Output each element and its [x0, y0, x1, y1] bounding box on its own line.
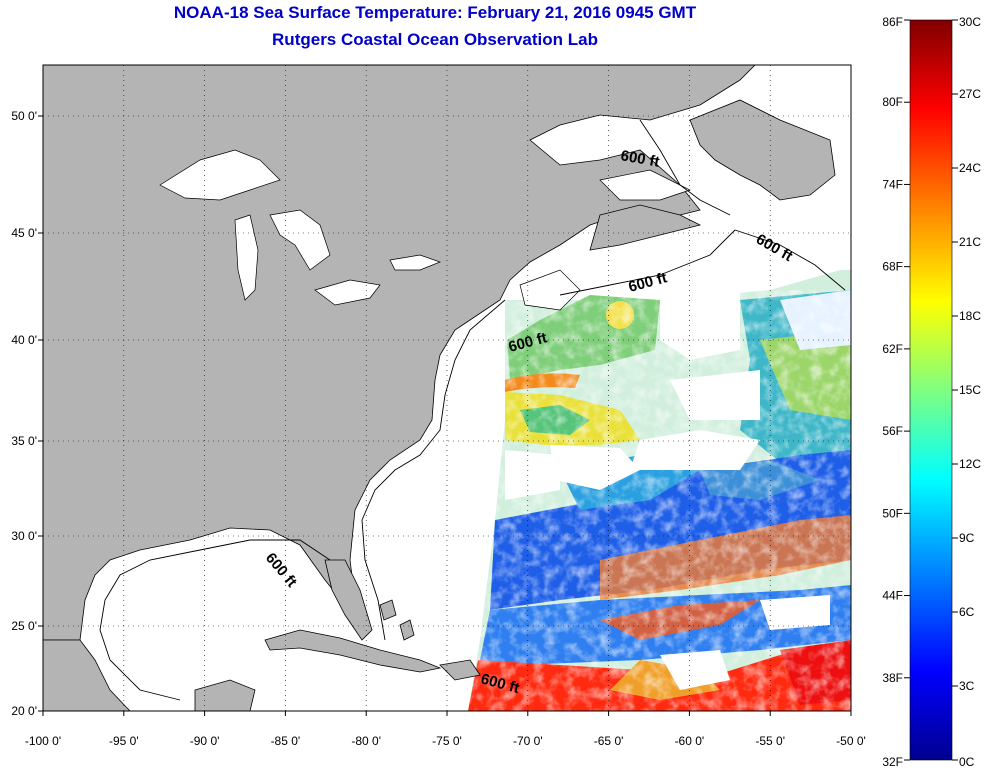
isobath-600ft — [99, 119, 846, 701]
colorbar-f-label: 38F — [882, 671, 903, 685]
lat-tick-label: 40 0' — [11, 333, 37, 347]
lon-tick-label: -60 0' — [675, 734, 705, 748]
lon-tick-label: -75 0' — [432, 734, 462, 748]
colorbar-c-label: 9C — [959, 531, 975, 545]
latitude-axis: 50 0' 45 0' 40 0' 35 0' 30 0' 25 0' 20 0' — [11, 109, 43, 718]
colorbar — [909, 19, 953, 761]
colorbar-f-label: 86F — [882, 15, 903, 29]
lon-tick-label: -100 0' — [25, 734, 61, 748]
lon-tick-label: -55 0' — [755, 734, 785, 748]
lon-tick-label: -70 0' — [513, 734, 543, 748]
lon-tick-label: -85 0' — [271, 734, 301, 748]
isobath-label: 600 ft — [619, 147, 661, 171]
lat-tick-label: 50 0' — [11, 109, 37, 123]
colorbar-f-label: 80F — [882, 95, 903, 109]
lat-tick-label: 25 0' — [11, 619, 37, 633]
colorbar-c-label: 0C — [959, 755, 975, 769]
colorbar-c-label: 21C — [959, 235, 981, 249]
cloud-speckle — [468, 290, 851, 711]
lat-tick-label: 45 0' — [11, 226, 37, 240]
colorbar-celsius-labels: 30C 27C 24C 21C 18C 15C 12C 9C 6C 3C 0C — [952, 15, 981, 769]
colorbar-f-label: 44F — [882, 589, 903, 603]
colorbar-f-label: 74F — [882, 177, 903, 191]
colorbar-f-label: 68F — [882, 260, 903, 274]
lat-tick-label: 35 0' — [11, 434, 37, 448]
lon-tick-label: -50 0' — [836, 734, 866, 748]
colorbar-c-label: 24C — [959, 161, 981, 175]
lon-tick-label: -90 0' — [190, 734, 220, 748]
colorbar-c-label: 18C — [959, 309, 981, 323]
colorbar-f-label: 50F — [882, 506, 903, 520]
colorbar-f-label: 56F — [882, 424, 903, 438]
colorbar-f-label: 62F — [882, 342, 903, 356]
colorbar-c-label: 30C — [959, 15, 981, 29]
map-subtitle: Rutgers Coastal Ocean Observation Lab — [272, 30, 598, 49]
colorbar-c-label: 15C — [959, 383, 981, 397]
colorbar-c-label: 27C — [959, 87, 981, 101]
map-title: NOAA-18 Sea Surface Temperature: Februar… — [173, 3, 697, 22]
lat-tick-label: 20 0' — [11, 704, 37, 718]
lon-tick-label: -65 0' — [594, 734, 624, 748]
colorbar-c-label: 12C — [959, 457, 981, 471]
colorbar-f-label: 32F — [882, 755, 903, 769]
land — [43, 65, 836, 711]
colorbar-c-label: 3C — [959, 679, 975, 693]
colorbar-c-label: 6C — [959, 605, 975, 619]
lat-tick-label: 30 0' — [11, 529, 37, 543]
lon-tick-label: -95 0' — [109, 734, 139, 748]
lon-tick-label: -80 0' — [351, 734, 381, 748]
longitude-axis: -100 0' -95 0' -90 0' -85 0' -80 0' -75 0' -70… — [25, 711, 866, 748]
colorbar-fahrenheit-labels: 86F 80F 74F 68F 62F 56F 50F 44F 38F 32F — [882, 15, 910, 769]
lakes — [159, 149, 691, 311]
